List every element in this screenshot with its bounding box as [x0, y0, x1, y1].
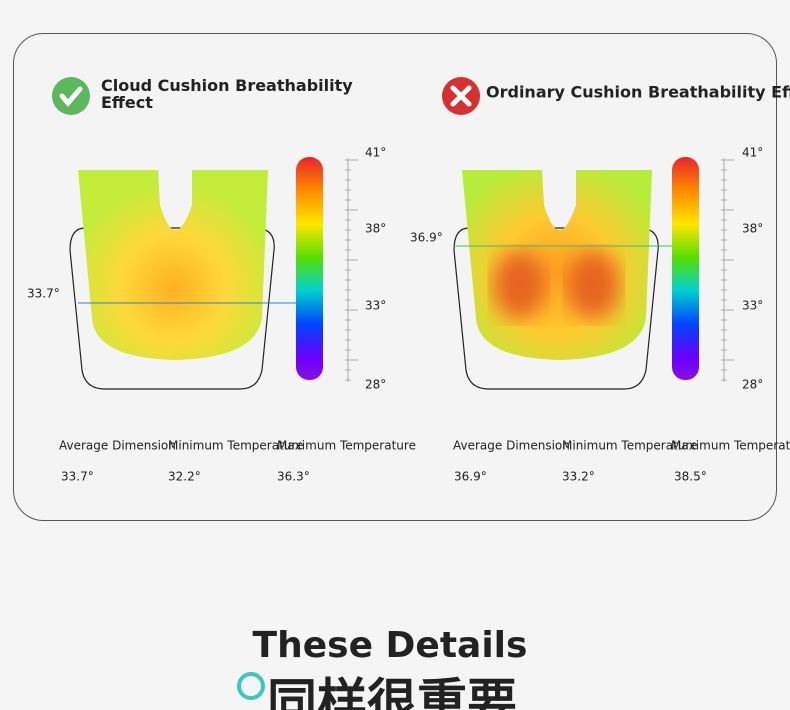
scale-label: 33° [742, 299, 763, 313]
hot-spot [568, 251, 620, 319]
scale-label: 33° [365, 299, 386, 313]
status-glyph [59, 86, 83, 107]
stat-value: 38.5° [674, 470, 707, 484]
scale-label: 41° [742, 146, 763, 160]
seat-outline [453, 227, 659, 390]
scale-label: 38° [742, 222, 763, 236]
stat-label: Maximum Temperature [671, 439, 790, 453]
stat-value: 32.2° [168, 470, 201, 484]
color-bar [296, 157, 323, 380]
title-line: Cloud Cushion Breathability [101, 76, 353, 95]
stat-label: Average Dimension [59, 439, 176, 453]
title: Ordinary Cushion Breathability Effect [486, 83, 790, 102]
status-glyph [450, 85, 472, 107]
stat-label: Minimum Temperature [168, 439, 303, 453]
scale-label: 38° [365, 222, 386, 236]
marker-label: 36.9° [410, 231, 443, 245]
scale-label: 41° [365, 146, 386, 160]
heatmap [78, 170, 268, 360]
scale-label: 28° [742, 378, 763, 392]
stat-label: Maximum Temperature [277, 439, 416, 453]
content: Cloud Cushion Breathability Effect 41° 38° 3… [27, 76, 790, 484]
stat-value: 36.3° [277, 470, 310, 484]
seat-outline [69, 227, 275, 390]
icon [237, 672, 265, 700]
title: Cloud Cushion Breathability Effect [101, 76, 353, 112]
stat-label: Average Dimension [453, 439, 570, 453]
hot-spot [493, 251, 545, 319]
stat-label: Minimum Temperature [562, 439, 697, 453]
stat-value: 33.7° [61, 470, 94, 484]
color-bar [672, 157, 699, 380]
heading: These Details [253, 625, 528, 666]
subheading: 同样很重要 [267, 674, 517, 710]
marker-label: 33.7° [27, 287, 60, 301]
stat-value: 36.9° [454, 470, 487, 484]
scale-label: 28° [365, 378, 386, 392]
title-line: Effect [101, 93, 153, 112]
panel [13, 33, 777, 521]
stat-value: 33.2° [562, 470, 595, 484]
